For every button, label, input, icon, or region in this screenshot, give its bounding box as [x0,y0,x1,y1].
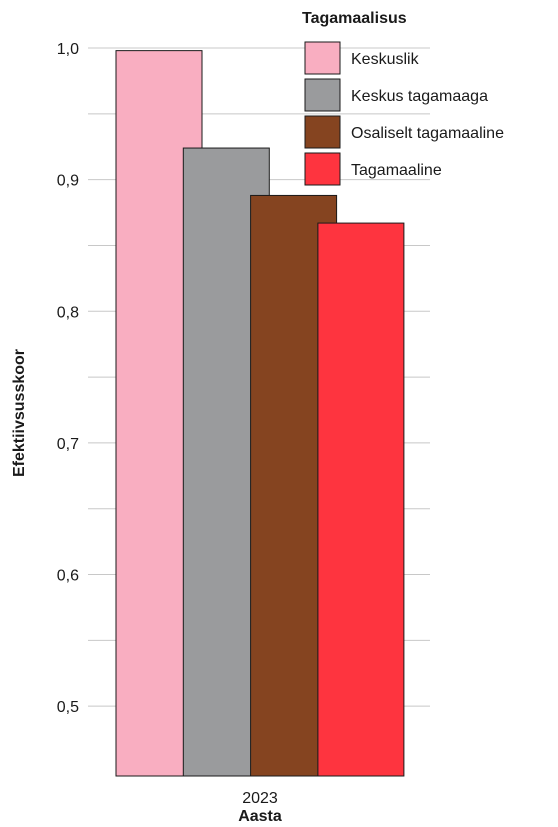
y-tick-label: 0,6 [57,568,79,585]
y-tick-label: 0,8 [57,304,79,321]
x-axis-tick-labels: 2023 [242,790,278,807]
legend-label: Keskus tagamaaga [351,88,488,105]
legend-swatch [304,41,341,75]
legend-label: Keskuslik [351,51,420,68]
legend-label: Tagamaaline [351,162,442,179]
x-tick-label: 2023 [242,790,278,807]
y-axis-tick-labels: 0,5 0,6 0,7 0,8 0,9 1,0 [57,41,79,716]
legend: Tagamaalisus Keskuslik Keskus tagamaaga Os… [302,10,504,186]
x-axis-title: Aasta [238,808,282,825]
legend-swatch [304,152,341,186]
bar-tagamaaline [317,222,405,777]
bars [115,50,405,777]
y-tick-label: 1,0 [57,41,79,58]
y-tick-label: 0,7 [57,436,79,453]
y-tick-label: 0,5 [57,699,79,716]
legend-title: Tagamaalisus [302,10,407,27]
y-axis-title: Efektiivsusskoor [11,349,28,477]
legend-swatch [304,78,341,112]
legend-label: Osaliselt tagamaaline [351,125,504,142]
y-tick-label: 0,9 [57,173,79,190]
legend-swatch [304,115,341,149]
